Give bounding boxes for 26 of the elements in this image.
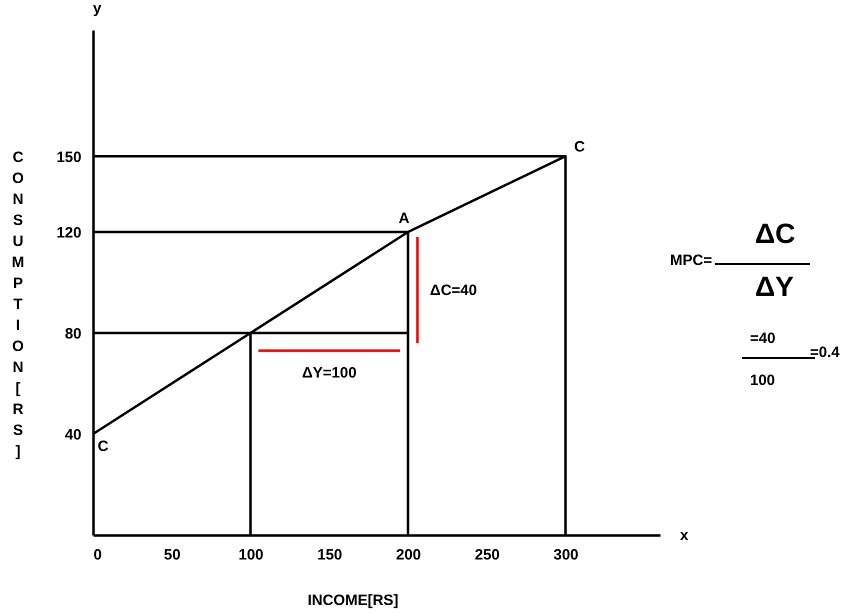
annotation: ΔC=40 <box>430 282 477 300</box>
y-tick-label: 150 <box>56 148 82 166</box>
text: MPC= <box>670 252 712 269</box>
x-tick-label: 50 <box>164 546 181 564</box>
text: x <box>680 527 689 544</box>
x-tick-label: 200 <box>396 546 422 564</box>
text: y <box>93 0 102 17</box>
text: 100 <box>750 372 776 389</box>
y-tick-label: 120 <box>56 224 82 242</box>
x-axis-title: INCOME[RS] <box>308 592 398 609</box>
annotation: A <box>398 210 410 227</box>
text: =40 <box>750 330 776 347</box>
x-tick-label: 100 <box>238 546 264 564</box>
annotation: C <box>98 438 109 455</box>
x-tick-label: 300 <box>553 546 579 564</box>
y-tick-label: 80 <box>64 326 82 342</box>
y-tick-label: 40 <box>64 426 82 444</box>
text: CONSUMPTION[RS] <box>12 149 24 460</box>
text: =0.4 <box>810 344 840 361</box>
x-tick-label: 250 <box>474 546 500 564</box>
annotation: ΔY=100 <box>302 364 357 382</box>
x-tick-label: 150 <box>317 546 342 564</box>
x-tick-label: 0 <box>94 546 102 564</box>
annotation: C <box>574 138 586 156</box>
text: ΔC <box>755 218 796 249</box>
text: ΔY <box>755 271 794 302</box>
